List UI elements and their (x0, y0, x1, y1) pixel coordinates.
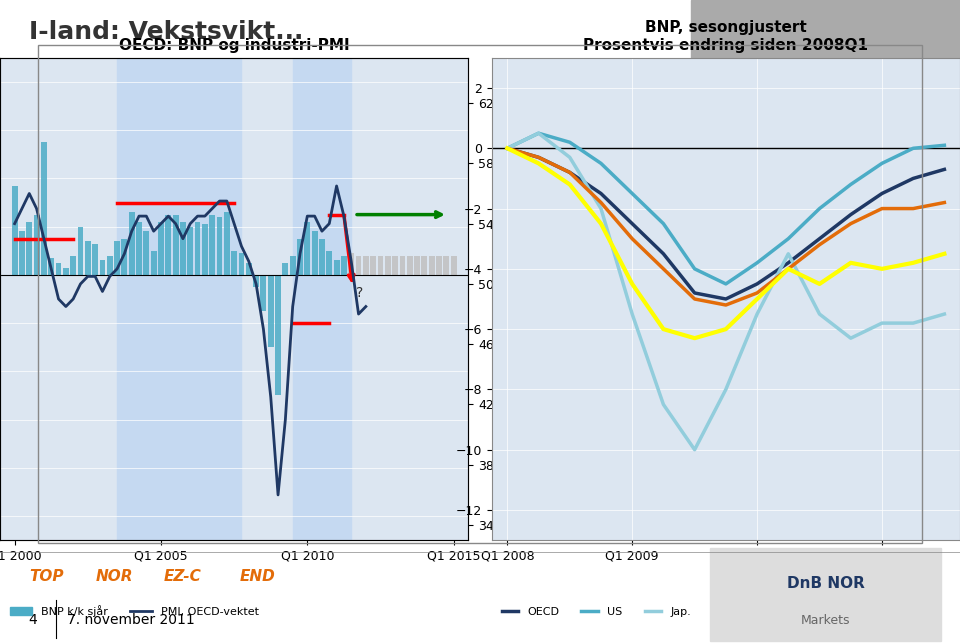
Bar (282, 263, 288, 275)
Text: 7. november 2011: 7. november 2011 (67, 613, 195, 628)
Bar (691, 0, 960, 58)
Bar (143, 231, 149, 275)
Bar (84, 241, 91, 275)
Bar (334, 260, 340, 275)
Text: EZ-C: EZ-C (163, 568, 201, 584)
Bar (421, 255, 427, 275)
Text: END: END (240, 568, 276, 584)
Bar (319, 239, 324, 275)
Bar (451, 255, 457, 275)
Bar (348, 253, 354, 275)
Bar (114, 241, 120, 275)
Bar (202, 224, 207, 275)
Bar (129, 212, 134, 275)
Bar (399, 255, 405, 275)
Bar (100, 260, 106, 275)
Text: DnB NOR: DnB NOR (786, 576, 865, 591)
Bar (12, 186, 17, 275)
Bar (377, 255, 383, 275)
Bar (385, 255, 391, 275)
Bar (355, 255, 362, 275)
Bar (444, 255, 449, 275)
Text: 4: 4 (29, 613, 37, 628)
Bar (231, 251, 237, 275)
Legend: BNP k/k sjår, PMI, OECD-vektet: BNP k/k sjår, PMI, OECD-vektet (6, 601, 264, 621)
Bar (260, 275, 266, 311)
Bar (158, 222, 164, 275)
Bar (304, 222, 310, 275)
Bar (180, 222, 186, 275)
Bar (217, 217, 223, 275)
Bar (173, 215, 179, 275)
Bar (195, 222, 201, 275)
Bar (341, 255, 347, 275)
Text: NOR: NOR (96, 568, 133, 584)
Bar (122, 239, 128, 275)
Bar (117, 58, 242, 540)
Bar (414, 255, 420, 275)
Bar (19, 231, 25, 275)
Bar (34, 215, 39, 275)
Bar (436, 255, 442, 275)
Bar (326, 251, 332, 275)
Bar (151, 251, 156, 275)
Bar (297, 239, 303, 275)
Bar (48, 258, 54, 275)
Bar (209, 215, 215, 275)
Bar (165, 215, 171, 275)
Bar (293, 58, 351, 540)
Bar (246, 263, 252, 275)
Bar (224, 212, 229, 275)
Bar (136, 222, 142, 275)
Bar (41, 142, 47, 275)
Bar (363, 255, 369, 275)
Bar (26, 222, 33, 275)
Bar (268, 275, 274, 347)
Bar (371, 255, 376, 275)
Bar (63, 267, 69, 275)
Bar (393, 255, 398, 275)
Title: OECD: BNP og industri-PMI: OECD: BNP og industri-PMI (119, 37, 349, 53)
Bar (107, 255, 112, 275)
Bar (407, 255, 413, 275)
Bar (56, 263, 61, 275)
Bar (70, 255, 76, 275)
Text: I-land: Vekstsvikt...: I-land: Vekstsvikt... (29, 20, 303, 44)
Bar (290, 255, 296, 275)
Bar (238, 253, 245, 275)
Bar (429, 255, 435, 275)
Text: TOP: TOP (29, 568, 63, 584)
Text: Markets: Markets (801, 614, 851, 627)
Bar (312, 231, 318, 275)
Bar (187, 226, 193, 275)
Text: ?: ? (355, 285, 363, 300)
Bar (92, 244, 98, 275)
Legend: OECD, US, Jap., EZ, UK: OECD, US, Jap., EZ, UK (497, 602, 821, 621)
Bar (276, 275, 281, 395)
Title: BNP, sesongjustert
Prosentvis endring siden 2008Q1: BNP, sesongjustert Prosentvis endring si… (584, 20, 869, 53)
Bar (253, 275, 259, 287)
Bar (78, 226, 84, 275)
